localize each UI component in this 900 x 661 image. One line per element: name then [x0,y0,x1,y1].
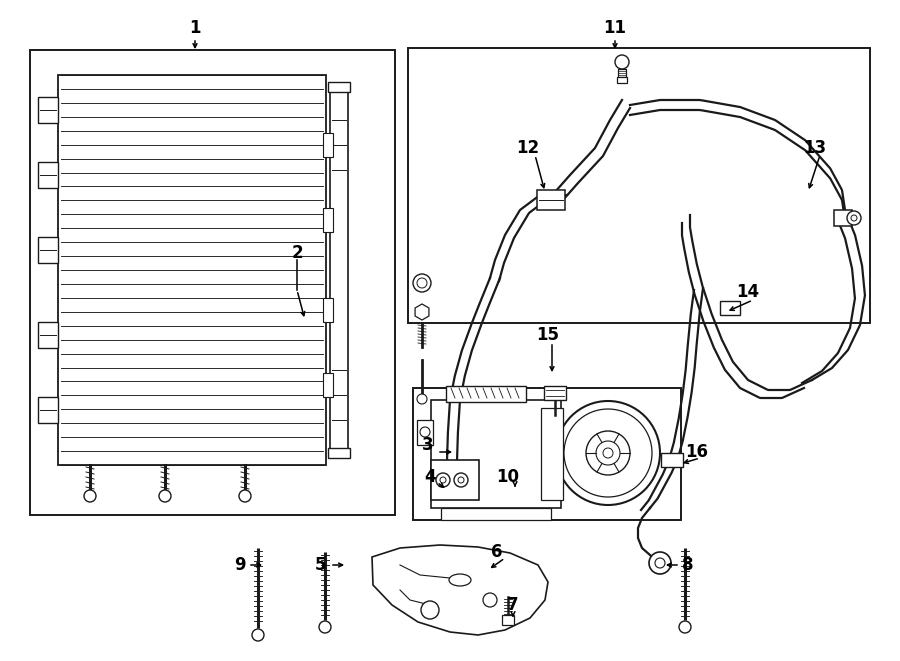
Circle shape [413,274,431,292]
Text: 11: 11 [604,19,626,37]
Bar [661,453,683,467]
Circle shape [596,441,620,465]
Circle shape [615,55,629,69]
Bar [328,448,350,458]
Circle shape [84,490,96,502]
Bar [323,298,333,322]
Bar [431,400,561,508]
Bar [834,210,852,226]
Circle shape [454,473,468,487]
Circle shape [603,448,613,458]
Bar [38,237,58,263]
Polygon shape [415,304,429,320]
Text: 5: 5 [314,556,326,574]
Bar [413,388,681,520]
Text: 2: 2 [292,244,302,262]
Circle shape [319,621,331,633]
Circle shape [417,394,427,404]
Circle shape [440,477,446,483]
Text: 12: 12 [517,139,540,157]
Text: 13: 13 [804,139,826,157]
Bar [618,69,626,77]
Ellipse shape [449,574,471,586]
Bar [544,386,566,400]
Circle shape [649,552,671,574]
Circle shape [556,401,660,505]
Circle shape [851,215,857,221]
Bar [446,386,526,402]
Bar [58,75,326,465]
Circle shape [586,431,630,475]
Bar [323,133,333,157]
Bar [431,460,479,500]
Text: 15: 15 [536,326,560,344]
Circle shape [564,409,652,497]
Bar [417,420,433,445]
Bar [38,397,58,423]
Text: 9: 9 [234,556,246,574]
Bar [330,90,348,450]
Circle shape [421,601,439,619]
Bar [617,77,627,83]
Text: 1: 1 [189,19,201,37]
Bar [541,408,563,500]
Polygon shape [372,545,548,635]
Circle shape [420,427,430,437]
Text: 14: 14 [736,283,760,301]
Text: 16: 16 [686,443,708,461]
Text: 10: 10 [497,468,519,486]
Bar [502,615,514,625]
Circle shape [458,477,464,483]
Circle shape [847,211,861,225]
Bar [38,162,58,188]
Bar [38,322,58,348]
Bar [38,97,58,123]
Circle shape [483,593,497,607]
Bar [323,373,333,397]
Circle shape [239,490,251,502]
Circle shape [159,490,171,502]
Bar [408,48,870,323]
Text: 6: 6 [491,543,503,561]
Text: 4: 4 [424,468,436,486]
Bar [323,208,333,232]
Text: 8: 8 [682,556,694,574]
Circle shape [252,629,264,641]
Circle shape [417,278,427,288]
Bar [30,50,395,515]
Text: 7: 7 [508,596,518,614]
Text: 3: 3 [422,436,434,454]
Circle shape [436,473,450,487]
Bar [441,508,551,520]
Circle shape [655,558,665,568]
Bar [537,190,565,210]
Bar [328,82,350,92]
Circle shape [679,621,691,633]
Bar [720,301,740,315]
